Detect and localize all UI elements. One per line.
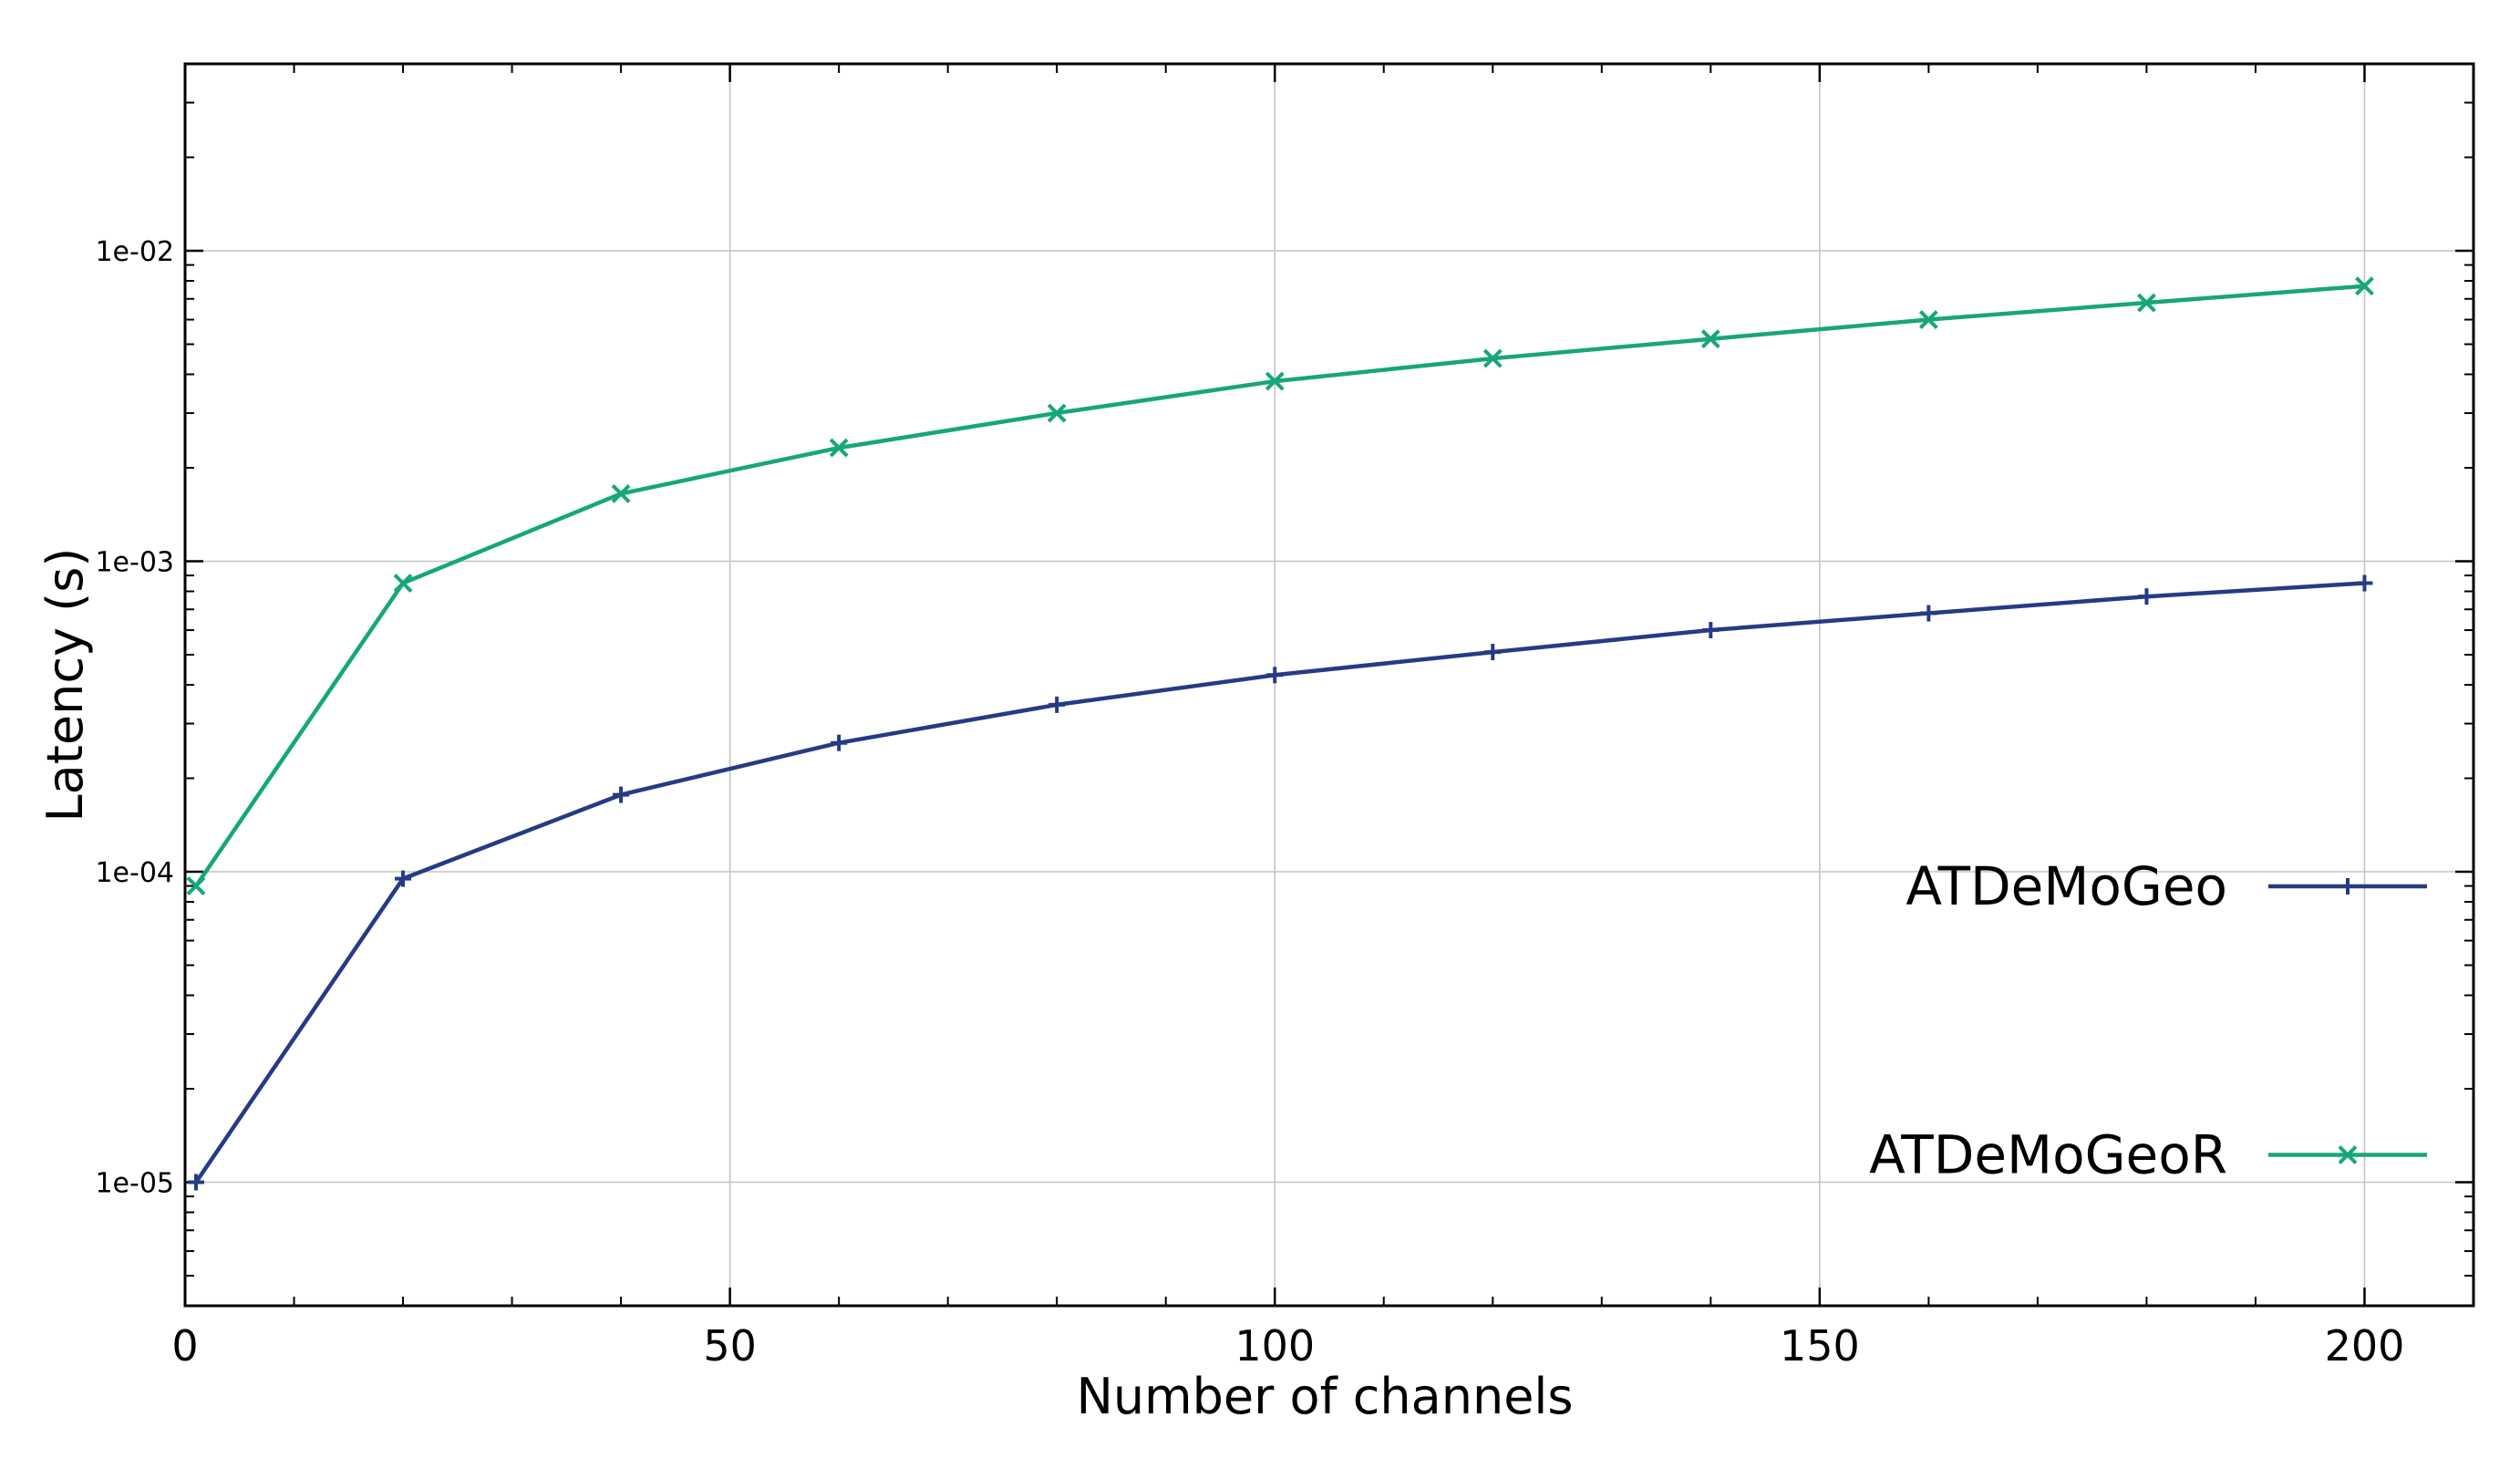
- data-point: [1266, 667, 1284, 684]
- marker-stroke: [393, 574, 413, 593]
- marker-stroke: [1047, 403, 1067, 423]
- data-point: [187, 1174, 204, 1191]
- x-tick-label: 0: [171, 1321, 198, 1371]
- data-point: [611, 484, 631, 503]
- y-tick-label: 1e-05: [95, 1168, 174, 1200]
- data-point: [2355, 276, 2374, 296]
- marker-stroke: [2355, 276, 2374, 296]
- x-tick-label: 200: [2325, 1321, 2405, 1371]
- x-tick-label: 100: [1234, 1321, 1315, 1371]
- data-point: [829, 438, 849, 458]
- data-point: [831, 734, 848, 751]
- y-tick-label: 1e-03: [95, 547, 174, 579]
- legend: ATDeMoGeo ATDeMoGeoR: [1869, 855, 2427, 1186]
- x-tick-label: 50: [703, 1321, 757, 1371]
- legend-label: ATDeMoGeoR: [1869, 1124, 2227, 1186]
- grid-lines: [185, 64, 2474, 1306]
- data-point: [1048, 696, 1066, 713]
- marker-stroke: [2137, 293, 2156, 313]
- data-point: [395, 870, 412, 887]
- marker-stroke: [829, 438, 849, 458]
- marker-stroke: [1482, 348, 1503, 368]
- legend-marker: [2338, 1145, 2358, 1164]
- data-point: [1482, 348, 1503, 368]
- series-lines: [186, 276, 2374, 1191]
- x-axis-label: Number of channels: [1076, 1368, 1573, 1425]
- data-point: [1918, 310, 1938, 329]
- marker-stroke: [1700, 329, 1720, 349]
- data-point: [393, 574, 413, 593]
- y-axis-label: Latency (s): [36, 548, 94, 822]
- data-point: [186, 876, 206, 895]
- legend-label: ATDeMoGeo: [1905, 855, 2227, 917]
- marker-stroke: [186, 876, 206, 895]
- y-tick-label: 1e-02: [95, 236, 174, 268]
- legend-entry: ATDeMoGeoR: [1869, 1124, 2427, 1186]
- marker-stroke: [1265, 371, 1285, 391]
- series-atdemogeo: [187, 574, 2373, 1191]
- legend-entry: ATDeMoGeo: [1905, 855, 2427, 917]
- data-point: [613, 786, 630, 803]
- data-point: [1700, 329, 1720, 349]
- marker-stroke: [2338, 1145, 2358, 1164]
- series-atdemogeor: [186, 276, 2374, 895]
- data-point: [2356, 574, 2373, 592]
- data-point: [1702, 622, 1720, 639]
- y-tick-label: 1e-04: [95, 857, 174, 889]
- legend-marker: [2339, 878, 2356, 895]
- marker-stroke: [1918, 310, 1938, 329]
- data-point: [1920, 605, 1937, 622]
- data-point: [2138, 588, 2155, 605]
- x-tick-label: 150: [1780, 1321, 1860, 1371]
- data-point: [2137, 293, 2156, 313]
- data-point: [1265, 371, 1285, 391]
- data-point: [1484, 644, 1502, 661]
- data-point: [1047, 403, 1067, 423]
- marker-stroke: [611, 484, 631, 503]
- axis-ticks: 0 50 100 150 200 1e-05 1e-04 1e-03 1e-02: [95, 63, 2474, 1371]
